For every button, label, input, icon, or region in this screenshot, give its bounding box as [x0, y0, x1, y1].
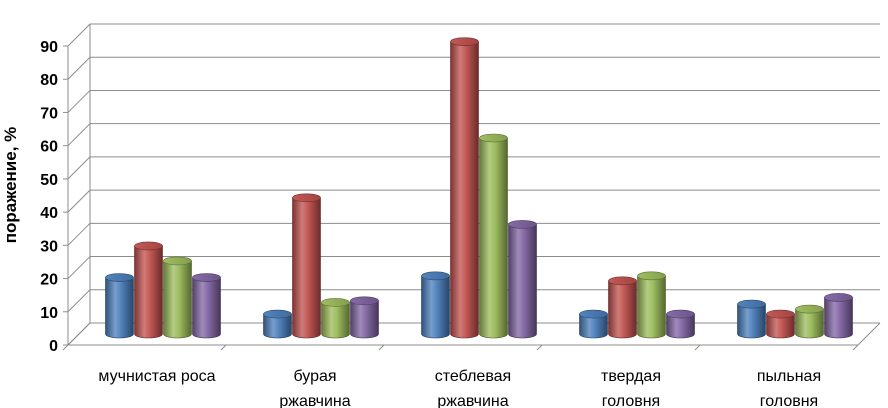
bar: [134, 241, 163, 339]
bar: [824, 293, 853, 339]
bar: [637, 271, 666, 339]
bar: [263, 309, 292, 339]
x-tick-label: бурая ржавчина: [279, 368, 350, 408]
bars-layer: [105, 37, 853, 339]
x-tick-mark: [694, 344, 701, 351]
gridline-depth: [67, 189, 91, 213]
y-tick-label: 10: [40, 305, 58, 322]
bar: [163, 256, 192, 339]
gridline-depth: [67, 56, 91, 80]
x-tick-label: пыльная головня: [757, 368, 821, 408]
gridline-depth: [67, 322, 91, 346]
y-tick-label: 70: [40, 105, 58, 122]
y-tick-label: 60: [40, 139, 58, 156]
x-tick-mark: [536, 344, 543, 351]
bar: [105, 273, 134, 339]
y-tick-label: 40: [40, 205, 58, 222]
y-tick-label: 0: [49, 338, 58, 355]
bar: [479, 133, 508, 339]
bar: [421, 271, 450, 339]
x-tick-mark: [852, 344, 859, 351]
bar: [450, 37, 479, 339]
gridline-depth: [67, 222, 91, 246]
gridline-depth: [67, 90, 91, 113]
y-tick-label: 80: [40, 72, 58, 89]
bar: [350, 296, 379, 339]
x-tick-labels: мучнистая роса бурая ржавчина стеблевая ржав…: [98, 368, 821, 408]
bar: [737, 299, 766, 339]
gridline-depth: [67, 123, 91, 147]
y-tick-label: 90: [40, 39, 58, 56]
x-tick-label: мучнистая роса: [98, 368, 215, 385]
bar: [192, 273, 221, 339]
bar: [795, 304, 824, 339]
y-tick-label: 20: [40, 272, 58, 289]
bar: [666, 309, 695, 339]
bar: [321, 298, 350, 339]
y-tick-labels: 0 10 20 30 40 50 60 70 80 90: [40, 39, 58, 355]
gridline-depth: [67, 23, 91, 47]
gridline-depth: [67, 156, 91, 180]
bar: [766, 309, 795, 339]
bar: [608, 276, 637, 339]
bar: [579, 309, 608, 339]
bar: [292, 193, 321, 339]
y-tick-label: 50: [40, 172, 58, 189]
x-tick-label: стеблевая ржавчина: [435, 368, 511, 408]
floor-depth-edge-right: [857, 322, 881, 346]
x-tick-mark: [220, 344, 227, 351]
gridline-depth: [67, 289, 91, 313]
gridline-depth: [67, 256, 91, 279]
y-axis-label: поражение, %: [1, 127, 20, 244]
bar: [508, 220, 537, 339]
y-tick-label: 30: [40, 238, 58, 255]
x-tick-label: твердая головня: [601, 368, 661, 408]
x-tick-mark: [62, 344, 69, 351]
x-tick-mark: [378, 344, 385, 351]
